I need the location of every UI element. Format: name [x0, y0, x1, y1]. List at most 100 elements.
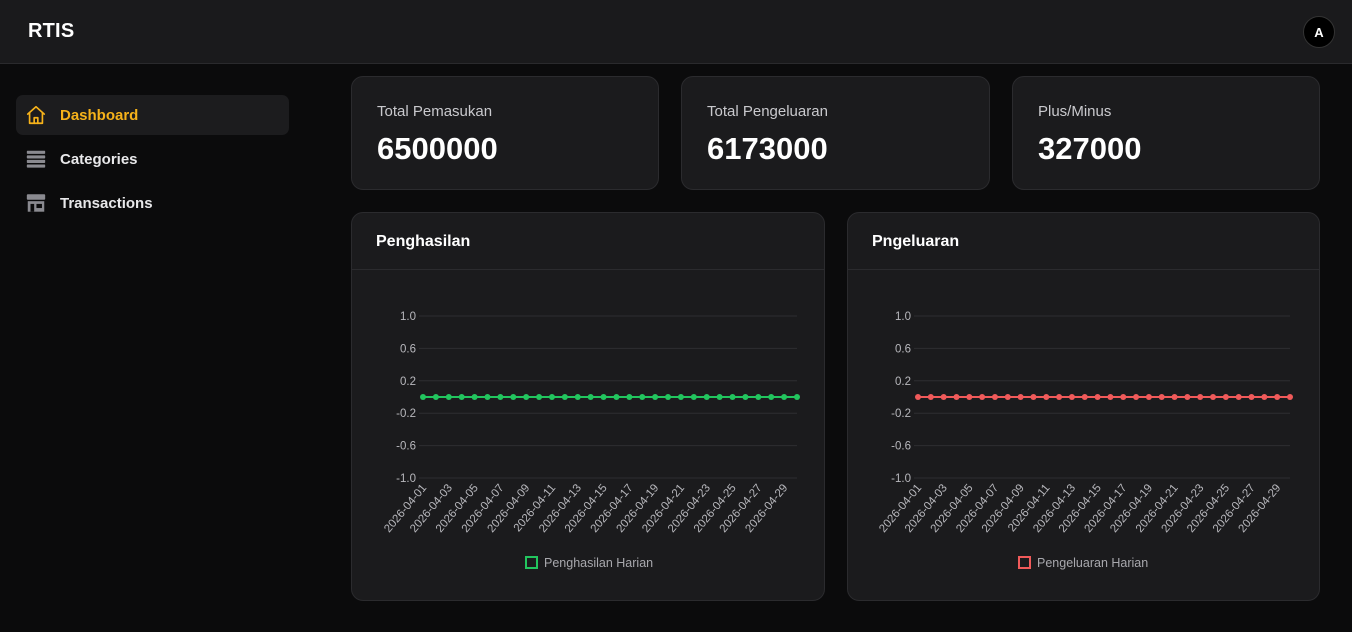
sidebar-item-categories[interactable]: Categories	[16, 139, 289, 179]
y-tick-label: -0.6	[891, 441, 911, 453]
data-point	[626, 394, 633, 400]
data-point	[690, 394, 697, 400]
data-point	[574, 394, 581, 400]
sidebar-item-label: Dashboard	[60, 106, 139, 124]
stat-value: 6173000	[707, 131, 828, 166]
data-point	[979, 394, 986, 400]
data-point	[1133, 394, 1140, 400]
data-point	[1043, 394, 1050, 400]
y-tick-label: 0.6	[895, 343, 911, 355]
y-tick-label: 1.0	[400, 311, 416, 323]
data-point	[991, 394, 998, 400]
data-point	[1081, 394, 1088, 400]
data-point	[1107, 394, 1114, 400]
data-point	[548, 394, 555, 400]
data-point	[471, 394, 478, 400]
data-point	[445, 394, 452, 400]
stat-value: 6500000	[377, 131, 498, 166]
divider	[352, 269, 824, 270]
income-line-chart: 1.00.60.2-0.2-0.6-1.02026-04-012026-04-0…	[382, 311, 800, 570]
data-point	[742, 394, 749, 400]
data-point	[1197, 394, 1204, 400]
stat-label: Plus/Minus	[1038, 103, 1112, 120]
y-tick-label: -0.2	[891, 408, 911, 420]
divider	[848, 269, 1319, 270]
data-point	[523, 394, 530, 400]
data-point	[510, 394, 517, 400]
y-tick-label: 0.2	[895, 376, 911, 388]
stat-card-plus-minus: Plus/Minus 327000	[1012, 76, 1320, 190]
data-point	[940, 394, 947, 400]
sidebar: Dashboard Categories Transactions	[0, 65, 305, 632]
data-point	[1004, 394, 1011, 400]
data-point	[497, 394, 504, 400]
stat-card-total-pengeluaran: Total Pengeluaran 6173000	[681, 76, 990, 190]
legend-swatch	[1018, 556, 1031, 569]
sidebar-item-dashboard[interactable]: Dashboard	[16, 95, 289, 135]
data-point	[1248, 394, 1255, 400]
app-brand[interactable]: RTIS	[28, 20, 75, 42]
store-icon	[25, 192, 47, 214]
data-point	[1287, 394, 1293, 400]
stat-label: Total Pemasukan	[377, 103, 493, 120]
expense-line-chart: 1.00.60.2-0.2-0.6-1.02026-04-012026-04-0…	[877, 311, 1293, 570]
y-tick-label: -0.6	[396, 441, 416, 453]
stat-label: Total Pengeluaran	[707, 103, 828, 120]
data-point	[1235, 394, 1242, 400]
data-point	[1274, 394, 1281, 400]
expense-chart-card: Pngeluaran 1.0 0.6 0.2 -0.2 -0.6 -1.0 2026-04-…	[847, 212, 1320, 601]
data-point	[927, 394, 934, 400]
y-tick-label: 1.0	[895, 311, 911, 323]
stack-icon	[25, 148, 47, 170]
y-tick-label: -0.2	[396, 408, 416, 420]
data-point	[484, 394, 491, 400]
data-point	[1068, 394, 1075, 400]
y-tick-label: -1.0	[396, 473, 416, 485]
legend-label: Penghasilan Harian	[544, 556, 653, 570]
legend-swatch	[525, 556, 538, 569]
sidebar-item-transactions[interactable]: Transactions	[16, 183, 289, 223]
data-point	[600, 394, 607, 400]
data-point	[768, 394, 775, 400]
data-point	[665, 394, 672, 400]
data-point	[1145, 394, 1152, 400]
sidebar-item-label: Transactions	[60, 194, 153, 212]
data-point	[420, 394, 426, 400]
data-point	[1030, 394, 1037, 400]
data-point	[536, 394, 543, 400]
data-point	[432, 394, 439, 400]
data-point	[613, 394, 620, 400]
data-point	[1017, 394, 1024, 400]
data-point	[953, 394, 960, 400]
data-point	[755, 394, 762, 400]
data-point	[1222, 394, 1229, 400]
data-point	[561, 394, 568, 400]
data-point	[729, 394, 736, 400]
data-point	[639, 394, 646, 400]
data-point	[1210, 394, 1217, 400]
sidebar-item-label: Categories	[60, 150, 138, 168]
user-avatar[interactable]: A	[1303, 16, 1335, 48]
data-point	[1261, 394, 1268, 400]
data-point	[677, 394, 684, 400]
data-point	[1094, 394, 1101, 400]
home-icon	[25, 104, 47, 126]
data-point	[1184, 394, 1191, 400]
chart-title: Pngeluaran	[872, 233, 960, 250]
data-point	[1171, 394, 1178, 400]
y-tick-label: 0.6	[400, 343, 416, 355]
data-point	[966, 394, 973, 400]
legend-label: Pengeluaran Harian	[1037, 556, 1148, 570]
data-point	[794, 394, 800, 400]
y-tick-label: 0.2	[400, 376, 416, 388]
stat-value: 327000	[1038, 131, 1142, 166]
data-point	[1120, 394, 1127, 400]
top-bar: RTIS A	[0, 0, 1352, 64]
data-point	[716, 394, 723, 400]
data-point	[652, 394, 659, 400]
data-point	[1158, 394, 1165, 400]
data-point	[458, 394, 465, 400]
data-point	[781, 394, 788, 400]
y-tick-label: -1.0	[891, 473, 911, 485]
data-point	[703, 394, 710, 400]
